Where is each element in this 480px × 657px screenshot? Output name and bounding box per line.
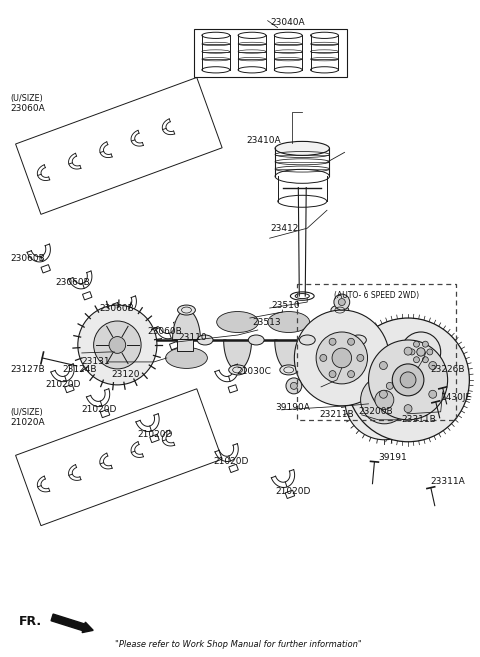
Circle shape [78,305,157,385]
Circle shape [375,390,394,409]
Circle shape [348,338,355,345]
Circle shape [404,405,412,413]
Text: 23412: 23412 [271,224,299,233]
Circle shape [347,318,469,442]
Circle shape [429,361,437,369]
Text: "Please refer to Work Shop Manual for further information": "Please refer to Work Shop Manual for fu… [115,640,361,649]
Ellipse shape [228,365,247,375]
Text: 23040A: 23040A [271,18,305,27]
FancyArrow shape [51,614,93,633]
Circle shape [409,349,415,355]
Circle shape [286,378,302,394]
Text: 21020D: 21020D [276,487,311,496]
Circle shape [427,349,433,355]
Text: 23513: 23513 [253,317,281,327]
Circle shape [380,390,387,398]
Circle shape [369,340,448,420]
Text: 23110: 23110 [179,334,207,342]
Ellipse shape [331,305,349,315]
Text: 21020D: 21020D [213,457,249,466]
Circle shape [404,347,412,355]
Ellipse shape [268,311,310,332]
Circle shape [348,371,355,378]
Text: 23127B: 23127B [11,365,45,374]
Polygon shape [224,340,252,370]
Ellipse shape [248,335,264,345]
Text: 21020A: 21020A [11,419,45,427]
Circle shape [380,361,387,369]
Circle shape [320,354,327,361]
Ellipse shape [275,141,329,155]
Text: 23211B: 23211B [319,411,354,419]
Ellipse shape [178,305,195,315]
Ellipse shape [166,348,207,369]
Circle shape [382,378,398,394]
Circle shape [422,341,428,347]
Text: 23410A: 23410A [246,136,280,145]
Ellipse shape [197,335,213,345]
Text: 39190A: 39190A [276,403,311,413]
Text: 23060B: 23060B [55,278,90,286]
Circle shape [329,371,336,378]
Text: 23060B: 23060B [99,304,134,313]
Polygon shape [326,310,354,340]
Ellipse shape [350,335,366,345]
Text: 21020D: 21020D [82,405,117,415]
Circle shape [413,357,420,363]
Text: 23060A: 23060A [11,104,45,113]
Circle shape [360,376,408,424]
Circle shape [417,348,425,356]
Text: 23311B: 23311B [401,415,436,424]
Circle shape [94,321,141,369]
Text: 1430JE: 1430JE [441,394,472,402]
Circle shape [392,364,424,396]
Circle shape [334,294,350,310]
Circle shape [345,360,424,440]
Ellipse shape [216,311,259,332]
Text: (U/SIZE): (U/SIZE) [11,94,43,103]
Circle shape [400,372,416,388]
Text: 23120: 23120 [111,371,140,379]
Circle shape [338,298,345,306]
Text: 21020D: 21020D [137,430,172,440]
Circle shape [386,382,393,390]
Ellipse shape [280,365,298,375]
Text: FR.: FR. [19,615,42,628]
Circle shape [290,382,297,390]
Text: 23200B: 23200B [359,407,393,417]
Bar [193,29,347,76]
Circle shape [429,390,437,398]
Text: 23131: 23131 [82,357,110,367]
Polygon shape [275,340,303,370]
Circle shape [332,348,351,368]
Ellipse shape [300,335,315,345]
Text: 23510: 23510 [272,300,300,309]
Text: 23124B: 23124B [62,365,96,374]
Text: (U/SIZE): (U/SIZE) [11,408,43,417]
Text: (AUTO- 6 SPEED 2WD): (AUTO- 6 SPEED 2WD) [334,291,419,300]
Circle shape [401,332,441,372]
Text: 39191: 39191 [378,453,407,463]
Text: 23311A: 23311A [431,477,466,486]
Text: 23226B: 23226B [431,365,465,374]
Circle shape [357,354,364,361]
Text: 23060B: 23060B [147,327,182,336]
Text: 21020D: 21020D [45,380,81,390]
Circle shape [413,341,420,347]
Circle shape [109,336,126,353]
Circle shape [294,310,389,406]
Ellipse shape [319,348,361,369]
Text: 21030C: 21030C [236,367,271,376]
Text: 23060B: 23060B [11,254,45,263]
Circle shape [329,338,336,345]
Circle shape [422,357,428,363]
Polygon shape [172,310,201,340]
Circle shape [316,332,368,384]
Bar [177,339,192,351]
